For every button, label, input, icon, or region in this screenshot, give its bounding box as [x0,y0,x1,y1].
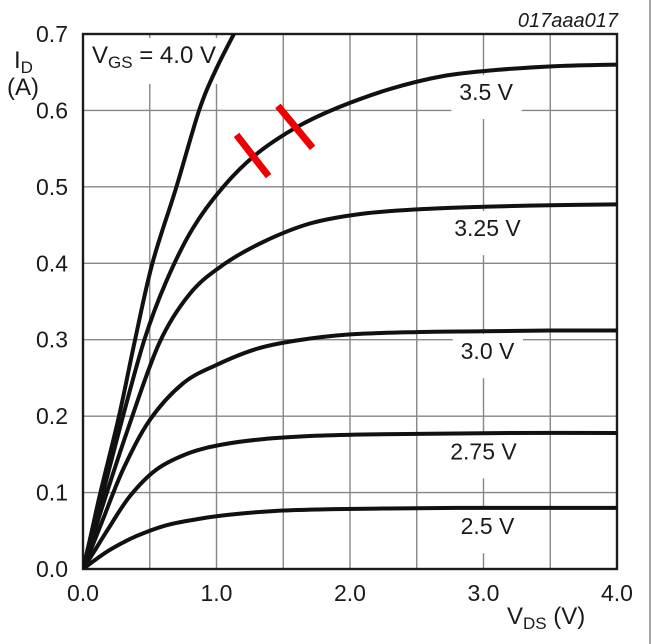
x-tick-labels: 0.0 1.0 2.0 3.0 4.0 [67,580,633,606]
x-tick-label: 2.0 [334,580,366,606]
y-tick-label: 0.1 [36,480,68,506]
curve-label-box [442,434,526,479]
vgs-annotation-label: VGS = 4.0 V [92,42,216,72]
curve--2.75- [83,430,617,569]
figure-id-label: 017aaa017 [518,10,619,32]
y-axis-unit: (A) [7,74,39,101]
y-tick-label: 0.3 [36,327,68,353]
y-tick-label: 0.0 [36,556,68,582]
vgs-annotation-box [86,38,224,84]
plot-border [81,32,619,571]
y-tick-label: 0.4 [36,250,68,276]
curve--2.5- [83,505,617,569]
red-slash-mark [233,132,272,179]
y-axis-title: ID (A) [7,47,39,101]
curve-label-text: 3.25 V [454,215,521,241]
x-tick-label: 3.0 [468,580,500,606]
y-tick-label: 0.2 [36,403,68,429]
y-axis-symbol: ID [14,47,33,77]
curve--3.5- [83,62,617,569]
red-slash-marks [233,103,316,179]
curve--3.0- [83,328,617,569]
curve--4.0- [83,34,237,569]
y-tick-label: 0.7 [36,21,68,47]
curve-label-text: 2.75 V [450,438,517,464]
vgs-annotation: VGS = 4.0 V [86,38,224,84]
y-tick-label: 0.6 [36,97,68,123]
curve-label-box [451,75,522,120]
x-tick-label: 1.0 [201,580,233,606]
x-tick-label: 4.0 [601,580,633,606]
curve--3.25- [83,202,617,569]
x-tick-label: 0.0 [67,580,99,606]
grid-lines [83,34,617,569]
red-slash-mark [275,103,316,151]
curve-label-box [452,334,524,379]
y-tick-label: 0.5 [36,174,68,200]
curve-label-text: 3.0 V [461,338,515,364]
curve-lines [83,34,617,569]
curve-label-text: 3.5 V [459,79,513,105]
curve-label-text: 2.5 V [461,513,515,539]
curve-labels: 3.5 V 3.25 V 3.0 V 2.75 V 2.5 V [442,75,530,554]
curve-label-box [446,211,530,256]
curve-label-box [452,509,524,554]
y-tick-labels: 0.0 0.1 0.2 0.3 0.4 0.5 0.6 0.7 [36,21,68,582]
x-axis-title: VDS (V) [507,603,585,633]
